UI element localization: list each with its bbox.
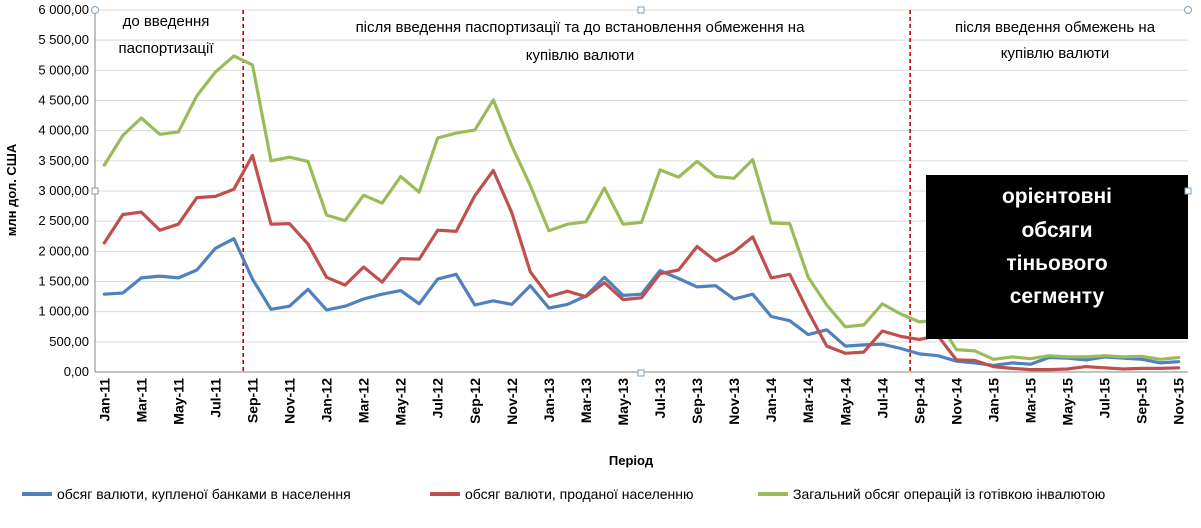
x-tick-label: Nov-12 bbox=[504, 378, 520, 425]
period-dividers bbox=[242, 10, 911, 372]
period-1-line-1: до введення bbox=[123, 13, 210, 30]
handle-top-left[interactable] bbox=[91, 6, 99, 14]
x-tick-label: Mar-13 bbox=[578, 378, 594, 423]
period-labels: до введення паспортизації після введення… bbox=[118, 13, 1155, 64]
x-tick-label: Nov-15 bbox=[1171, 378, 1187, 425]
selection-handles[interactable] bbox=[91, 6, 1192, 377]
y-tick-label: 3 500,00 bbox=[38, 153, 89, 168]
period-2-line-2: купівлю валюти bbox=[526, 47, 635, 64]
x-tick-label: Sep-11 bbox=[244, 378, 260, 423]
x-tick-label: Sep-15 bbox=[1134, 378, 1150, 424]
x-tick-label: May-13 bbox=[615, 378, 631, 426]
period-3-line-1: після введення обмежень на bbox=[955, 19, 1156, 36]
x-tick-label: Nov-14 bbox=[948, 378, 964, 425]
shadow-segment-box: орієнтовні обсяги тіньового сегменту bbox=[926, 175, 1188, 339]
handle-left-middle[interactable] bbox=[91, 187, 99, 195]
x-tick-label: May-15 bbox=[1060, 378, 1076, 426]
y-tick-label: 6 000,00 bbox=[38, 2, 89, 17]
x-tick-label: Jul-13 bbox=[652, 378, 668, 419]
annotation-line-2: обсяги bbox=[1021, 219, 1092, 242]
y-tick-label: 2 000,00 bbox=[38, 243, 89, 258]
y-tick-label: 500,00 bbox=[49, 334, 89, 349]
annotation-line-4: сегменту bbox=[1010, 285, 1105, 308]
series-line-1 bbox=[102, 237, 1181, 367]
x-tick-label: Jul-14 bbox=[874, 378, 890, 419]
x-tick-label: Sep-14 bbox=[911, 378, 927, 424]
annotation-line-3: тіньового bbox=[1006, 252, 1107, 275]
x-axis-ticks: Jan-11 Mar-11 May-11 Jul-11 Sep-11 Nov-11 Jan-… bbox=[96, 378, 1186, 426]
legend-label-3: Загальний обсяг операцій із готівкою інв… bbox=[793, 486, 1105, 502]
x-tick-label: Nov-13 bbox=[726, 378, 742, 425]
x-tick-label: Mar-12 bbox=[356, 378, 372, 423]
y-axis-ticks: 0,00 500,00 1 000,00 1 500,00 2 000,00 2 500,… bbox=[38, 2, 89, 379]
series-lines bbox=[102, 54, 1181, 372]
handle-right-middle[interactable] bbox=[1184, 187, 1192, 195]
x-tick-label: Mar-11 bbox=[133, 378, 149, 423]
x-tick-label: Jul-12 bbox=[430, 378, 446, 419]
annotation-line-1: орієнтовні bbox=[1002, 185, 1112, 208]
annotation-box bbox=[926, 175, 1188, 339]
x-tick-label: May-11 bbox=[170, 378, 186, 425]
handle-top-right[interactable] bbox=[1184, 6, 1192, 14]
x-tick-label: Nov-11 bbox=[282, 378, 298, 424]
x-tick-label: Jul-15 bbox=[1097, 378, 1113, 419]
y-tick-label: 2 500,00 bbox=[38, 213, 89, 228]
legend-label-2: обсяг валюти, проданої населенню bbox=[465, 486, 694, 502]
x-tick-label: Jan-13 bbox=[541, 378, 557, 423]
handle-top-middle[interactable] bbox=[637, 6, 645, 14]
y-axis-title: млн дол. США bbox=[4, 143, 19, 236]
x-tick-label: Mar-14 bbox=[800, 378, 816, 423]
legend-label-1: обсяг валюти, купленої банками в населен… bbox=[57, 486, 351, 502]
x-tick-label: Jan-14 bbox=[763, 378, 779, 423]
y-tick-label: 0,00 bbox=[64, 364, 89, 379]
x-tick-label: Mar-15 bbox=[1023, 378, 1039, 423]
period-3-line-2: купівлю валюти bbox=[1001, 45, 1110, 62]
x-tick-label: Jan-12 bbox=[319, 378, 335, 423]
period-2-line-1: після введення паспортизації та до встан… bbox=[356, 19, 806, 36]
y-tick-label: 1 500,00 bbox=[38, 274, 89, 289]
series-line-3 bbox=[102, 54, 1181, 361]
x-tick-label: May-14 bbox=[837, 378, 853, 426]
x-tick-label: Sep-12 bbox=[467, 378, 483, 424]
y-tick-label: 1 000,00 bbox=[38, 304, 89, 319]
x-tick-label: Jan-11 bbox=[96, 378, 112, 422]
handle-bottom-middle[interactable] bbox=[637, 369, 645, 377]
x-tick-label: Jan-15 bbox=[985, 378, 1001, 423]
x-tick-label: Jul-11 bbox=[207, 378, 223, 418]
y-tick-label: 3 000,00 bbox=[38, 183, 89, 198]
x-tick-label: Sep-13 bbox=[689, 378, 705, 424]
period-1-line-2: паспортизації bbox=[118, 40, 214, 57]
legend: обсяг валюти, купленої банками в населен… bbox=[22, 486, 1105, 502]
y-tick-label: 5 000,00 bbox=[38, 62, 89, 77]
series-line-2 bbox=[102, 153, 1181, 372]
y-tick-label: 4 500,00 bbox=[38, 93, 89, 108]
x-tick-label: May-12 bbox=[393, 378, 409, 426]
x-axis-title: Період bbox=[609, 453, 654, 468]
y-tick-label: 4 000,00 bbox=[38, 123, 89, 138]
y-tick-label: 5 500,00 bbox=[38, 32, 89, 47]
